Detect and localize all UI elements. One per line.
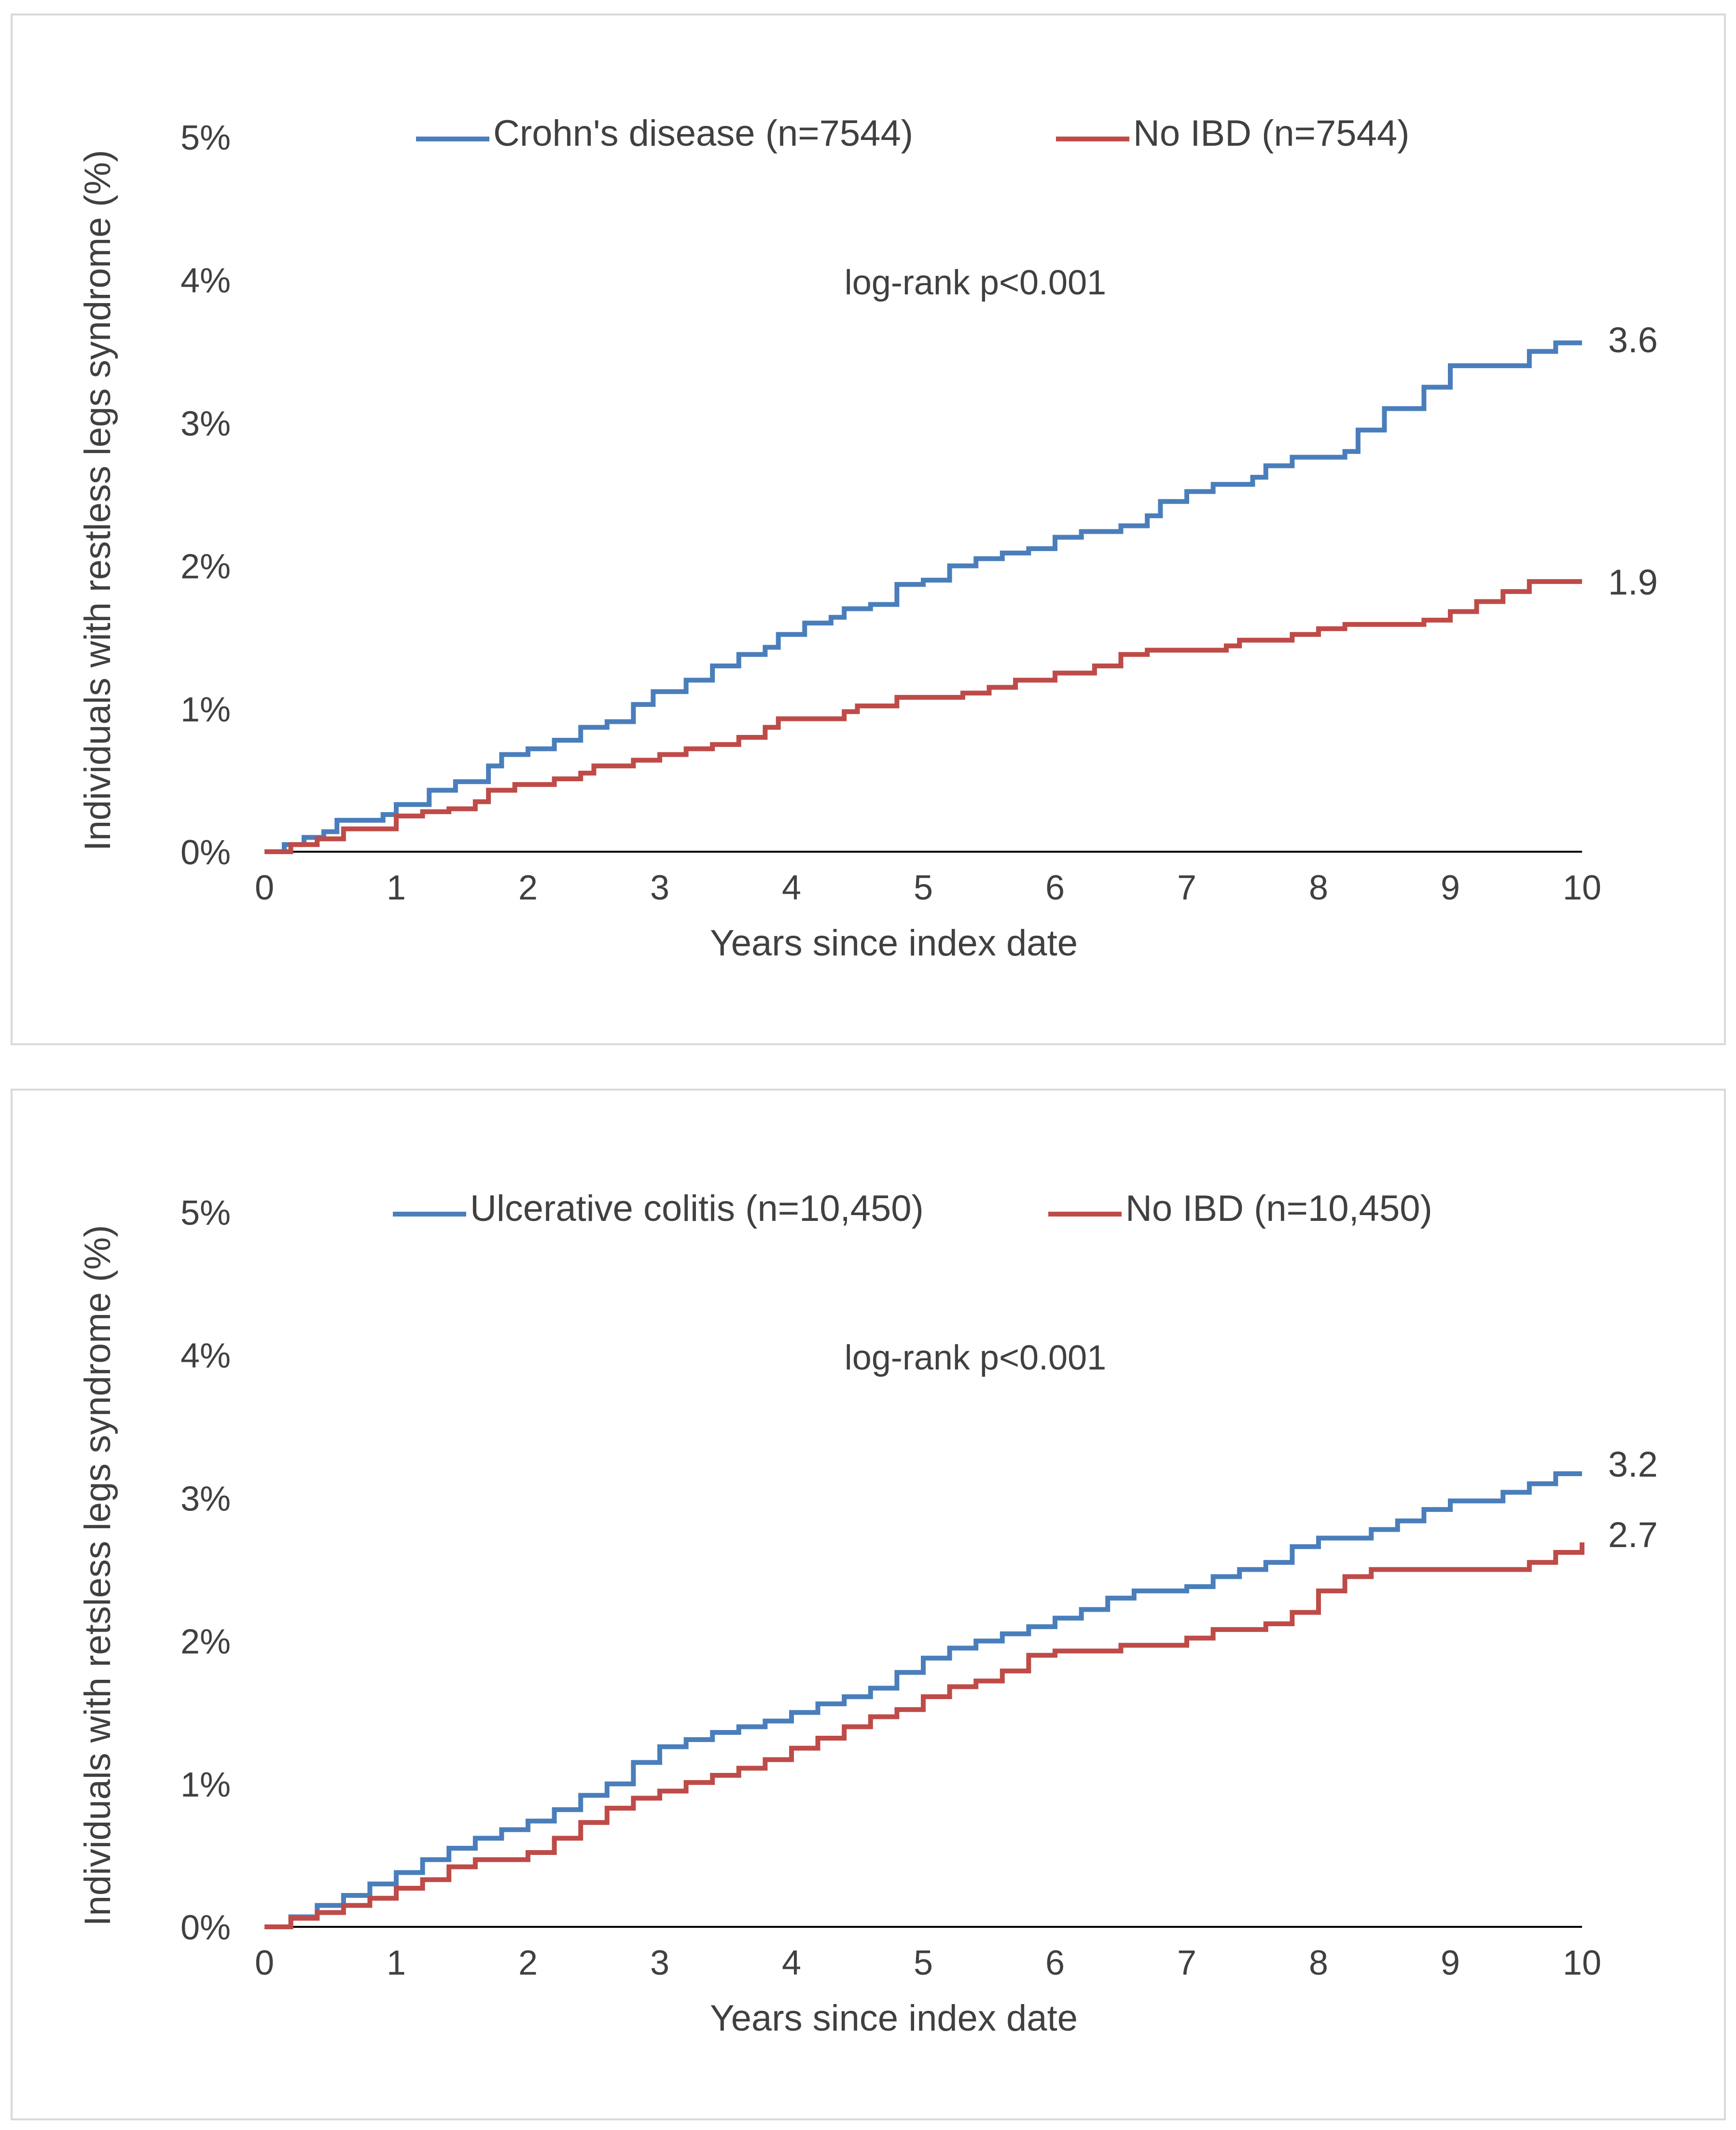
x-tick-label: 2 xyxy=(518,1944,538,1982)
x-tick-label: 4 xyxy=(782,1944,801,1982)
log-rank-annotation: log-rank p<0.001 xyxy=(845,263,1106,302)
end-label-ulcerative-colitis: 3.2 xyxy=(1608,1444,1658,1484)
series-line-ibd xyxy=(264,1471,1582,1929)
y-tick-label: 3% xyxy=(181,404,231,443)
y-tick-label: 0% xyxy=(181,1909,231,1947)
y-tick-label: 4% xyxy=(181,262,231,300)
x-tick-label: 9 xyxy=(1441,1944,1460,1982)
y-axis-title: Individuals with restless legs syndrome … xyxy=(77,150,118,851)
y-tick-label: 1% xyxy=(181,1766,231,1804)
y-tick-label: 2% xyxy=(181,1623,231,1661)
x-tick-label: 10 xyxy=(1563,869,1601,907)
chart-panel-crohns: 0% 1% 2% 3% 4% 5% 0 1 2 3 4 5 6 7 8 9 10 Crohn's disease… xyxy=(11,14,1726,1045)
y-tick-label: 2% xyxy=(181,548,231,586)
chart-ulcerative-colitis: 0% 1% 2% 3% 4% 5% 0 1 2 3 4 5 6 7 8 9 10 Ulcerative coli… xyxy=(77,1188,1658,2039)
x-tick-label: 3 xyxy=(650,1944,669,1982)
x-tick-label: 0 xyxy=(255,1944,274,1982)
chart-crohns: 0% 1% 2% 3% 4% 5% 0 1 2 3 4 5 6 7 8 9 10 Crohn's disease… xyxy=(77,113,1658,964)
x-tick-label: 5 xyxy=(914,1944,933,1982)
x-tick-label: 1 xyxy=(387,1944,406,1982)
x-tick-label: 0 xyxy=(255,869,274,907)
legend-label-ulcerative-colitis: Ulcerative colitis (n=10,450) xyxy=(470,1188,924,1229)
x-tick-label: 7 xyxy=(1177,1944,1196,1982)
y-tick-label: 5% xyxy=(181,119,231,157)
x-tick-label: 4 xyxy=(782,869,801,907)
chart-panel-ulcerative-colitis: 0% 1% 2% 3% 4% 5% 0 1 2 3 4 5 6 7 8 9 10 Ulcerative coli… xyxy=(11,1089,1726,2120)
x-tick-label: 6 xyxy=(1045,1944,1065,1982)
series-line-no-ibd xyxy=(264,579,1582,854)
y-tick-label: 1% xyxy=(181,691,231,729)
x-tick-label: 7 xyxy=(1177,869,1196,907)
x-axis-title: Years since index date xyxy=(710,923,1078,964)
legend-label-no-ibd: No IBD (n=10,450) xyxy=(1125,1188,1432,1229)
end-label-crohns: 3.6 xyxy=(1608,320,1658,360)
x-tick-label: 5 xyxy=(914,869,933,907)
x-tick-label: 8 xyxy=(1309,869,1328,907)
end-label-no-ibd: 1.9 xyxy=(1608,562,1658,602)
y-tick-label: 4% xyxy=(181,1337,231,1375)
x-tick-label: 2 xyxy=(518,869,538,907)
series-line-no-ibd xyxy=(264,1542,1584,1929)
x-tick-label: 1 xyxy=(387,869,406,907)
y-axis-title: Individuals with retsless legs syndrome … xyxy=(77,1225,118,1926)
x-tick-label: 10 xyxy=(1563,1944,1601,1982)
x-tick-label: 3 xyxy=(650,869,669,907)
y-tick-label: 5% xyxy=(181,1194,231,1232)
legend-label-no-ibd: No IBD (n=7544) xyxy=(1133,113,1409,154)
y-tick-label: 0% xyxy=(181,833,231,872)
end-label-no-ibd: 2.7 xyxy=(1608,1515,1658,1555)
x-tick-label: 9 xyxy=(1441,869,1460,907)
log-rank-annotation: log-rank p<0.001 xyxy=(845,1339,1106,1377)
x-tick-label: 8 xyxy=(1309,1944,1328,1982)
x-axis-title: Years since index date xyxy=(710,1998,1078,2039)
legend-label-crohns: Crohn's disease (n=7544) xyxy=(493,113,913,154)
y-tick-label: 3% xyxy=(181,1480,231,1518)
series-line-ibd xyxy=(264,340,1582,854)
x-tick-label: 6 xyxy=(1045,869,1065,907)
